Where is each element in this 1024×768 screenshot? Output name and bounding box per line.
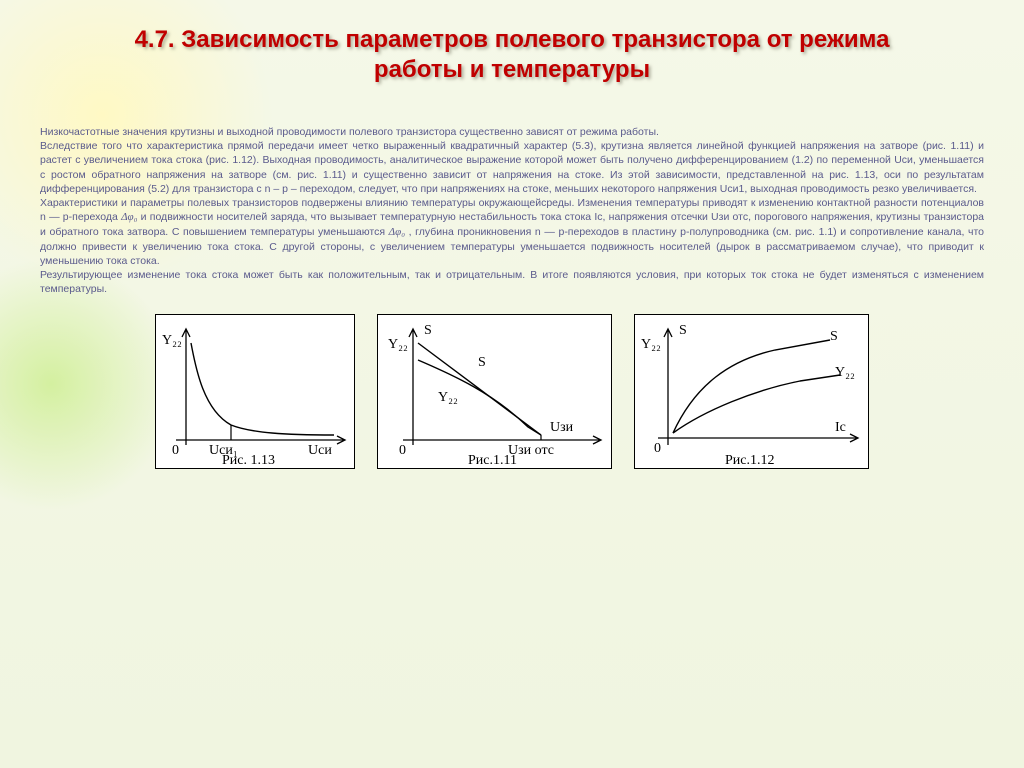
paragraph-2: Вследствие того что характеристика прямо… bbox=[40, 139, 984, 196]
paragraph-1: Низкочастотные значения крутизны и выход… bbox=[40, 125, 984, 139]
paragraph-3: Характеристики и параметры полевых транз… bbox=[40, 196, 984, 268]
fig11-curve-s-label: S bbox=[478, 355, 486, 371]
fig11-caption: Рис.1.11 bbox=[468, 453, 517, 469]
fig13-y-label: Y₂₂ bbox=[162, 333, 182, 349]
symbol-delta-phi-2: Δφ₀ bbox=[389, 226, 405, 238]
fig12-origin: 0 bbox=[654, 441, 661, 457]
fig12-y-label-s: S bbox=[679, 323, 687, 339]
fig12-x-label: Ic bbox=[835, 420, 846, 436]
figure-1-11: S Y₂₂ S Y₂₂ 0 Uзи Uзи отс Рис.1.11 bbox=[377, 314, 612, 469]
figures-row: Y₂₂ 0 Uси₁ Uси Рис. 1.13 S Y₂₂ S Y₂₂ 0 U… bbox=[40, 314, 984, 469]
fig12-y-label-y22: Y₂₂ bbox=[641, 337, 661, 353]
fig12-curve-y22-label: Y₂₂ bbox=[835, 365, 855, 381]
fig12-curve-s-label: S bbox=[830, 329, 838, 345]
fig13-origin: 0 bbox=[172, 443, 179, 459]
page-title: 4.7. Зависимость параметров полевого тра… bbox=[87, 25, 937, 85]
figure-1-13: Y₂₂ 0 Uси₁ Uси Рис. 1.13 bbox=[155, 314, 355, 469]
fig11-curve-y22-label: Y₂₂ bbox=[438, 390, 458, 406]
body-text: Низкочастотные значения крутизны и выход… bbox=[40, 125, 984, 296]
figure-1-12: S Y₂₂ S Y₂₂ 0 Ic Рис.1.12 bbox=[634, 314, 869, 469]
paragraph-4: Результирующее изменение тока стока може… bbox=[40, 268, 984, 296]
fig11-x-extra: Uзи bbox=[550, 420, 573, 436]
symbol-delta-phi-1: Δφ₀ bbox=[121, 211, 137, 223]
fig12-caption: Рис.1.12 bbox=[725, 453, 775, 469]
fig11-origin: 0 bbox=[399, 443, 406, 459]
figure-1-11-svg bbox=[378, 315, 613, 470]
fig11-y-label-s: S bbox=[424, 323, 432, 339]
fig11-y-label-y22: Y₂₂ bbox=[388, 337, 408, 353]
fig13-x-label: Uси bbox=[308, 443, 332, 459]
fig13-caption: Рис. 1.13 bbox=[222, 453, 275, 469]
